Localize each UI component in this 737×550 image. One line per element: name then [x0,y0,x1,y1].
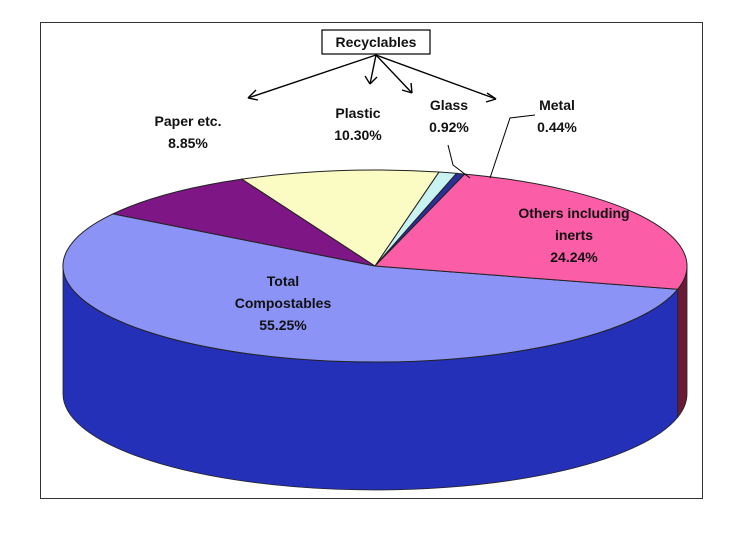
label-plastic-value: 10.30% [334,127,382,143]
arrowhead-glass [401,89,413,94]
label-compost-value: 55.25% [259,317,307,333]
pie-top-slices [62,169,688,363]
label-paper-value: 8.85% [168,135,208,151]
label-metal-name: Metal [539,97,575,113]
label-others-line2: inerts [555,227,593,243]
glass-leader [447,144,471,179]
arrowhead-metal-2 [485,98,497,103]
annotations: Recyclables Paper etc. 8.85% Plastic 10.… [155,29,630,333]
slice-total-compostables [62,213,679,363]
arrowhead-metal [486,92,497,100]
label-glass-name: Glass [430,97,468,113]
slice-others-including-inerts [373,173,688,290]
label-compost-line1: Total [267,273,299,289]
label-paper-name: Paper etc. [155,113,222,129]
label-others-value: 24.24% [550,249,598,265]
metal-leader [489,114,536,179]
recyclables-arrows [247,54,497,103]
leader-lines [447,114,536,179]
arrow-to-paper [247,54,377,99]
arrowhead-paper-2 [247,97,259,101]
label-plastic-name: Plastic [335,105,380,121]
side-others-including-inerts [677,265,688,419]
label-others-line1: Others including [518,205,629,221]
label-metal-value: 0.44% [537,119,577,135]
recyclables-label-box [321,29,431,55]
arrow-to-metal [375,54,497,100]
arrowhead-paper [247,89,257,99]
label-glass-value: 0.92% [429,119,469,135]
arrow-to-plastic [369,54,377,85]
arrowhead-plastic-2 [369,76,378,85]
recyclables-label: Recyclables [336,34,417,50]
arrow-to-glass [375,54,413,94]
slice-paper-etc- [111,178,376,267]
arrowhead-plastic [364,75,371,85]
slice-plastic [240,169,440,267]
label-compost-line2: Compostables [235,295,332,311]
arrowhead-glass-2 [410,82,413,94]
